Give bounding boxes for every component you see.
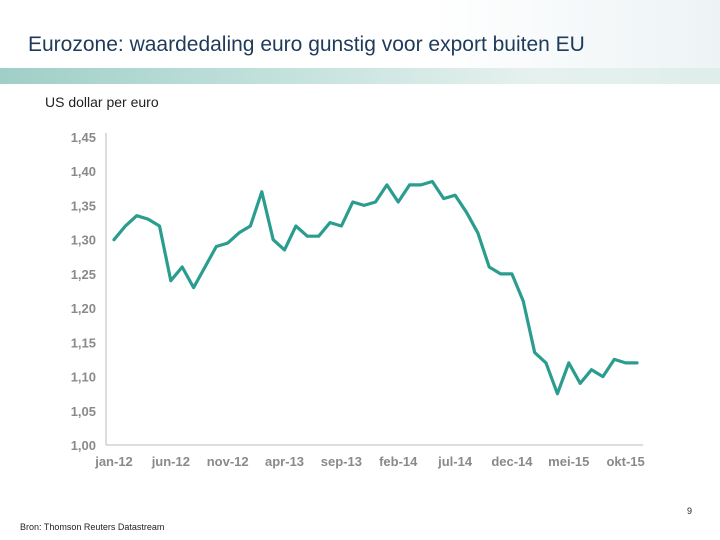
y-tick-label: 1,30: [71, 233, 96, 248]
x-tick-label: apr-13: [265, 454, 304, 469]
title-band: [0, 68, 720, 84]
y-tick-label: 1,45: [71, 130, 96, 145]
x-tick-label: jun-12: [151, 454, 190, 469]
y-tick-label: 1,00: [71, 438, 96, 453]
page-title: Eurozone: waardedaling euro gunstig voor…: [28, 33, 585, 56]
x-tick-label: feb-14: [379, 454, 418, 469]
x-tick-label: jul-14: [437, 454, 473, 469]
y-tick-label: 1,05: [71, 404, 96, 419]
page-number: 9: [687, 506, 693, 516]
x-tick-label: sep-13: [321, 454, 362, 469]
header-gradient: [430, 0, 720, 68]
source-note: Bron: Thomson Reuters Datastream: [20, 522, 165, 532]
x-tick-label: jan-12: [94, 454, 133, 469]
y-tick-label: 1,35: [71, 198, 96, 213]
x-tick-label: mei-15: [548, 454, 589, 469]
series-line-usd-per-euro: [112, 179, 639, 396]
y-tick-label: 1,10: [71, 370, 96, 385]
chart-subtitle: US dollar per euro: [45, 94, 159, 110]
y-tick-label: 1,25: [71, 267, 96, 282]
y-tick-label: 1,40: [71, 164, 96, 179]
y-tick-label: 1,15: [71, 335, 96, 350]
x-tick-label: dec-14: [491, 454, 533, 469]
x-tick-label: nov-12: [207, 454, 249, 469]
x-tick-label: okt-15: [606, 454, 644, 469]
y-tick-label: 1,20: [71, 301, 96, 316]
